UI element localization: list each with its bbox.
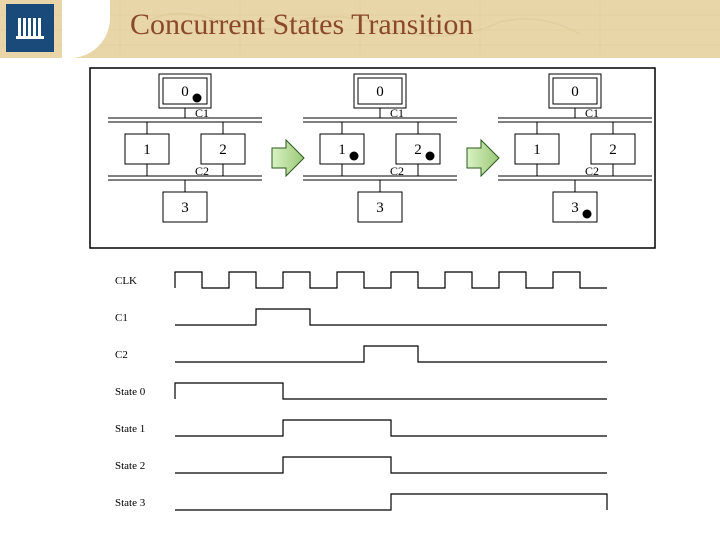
svg-text:State 0: State 0 xyxy=(115,386,146,398)
svg-text:3: 3 xyxy=(571,200,579,216)
slide: Concurrent States Transition 0C112C230C1… xyxy=(0,0,720,540)
svg-text:1: 1 xyxy=(533,142,541,158)
svg-text:C1: C1 xyxy=(115,312,128,324)
svg-text:C1: C1 xyxy=(390,106,404,120)
svg-text:0: 0 xyxy=(181,84,189,100)
svg-text:C2: C2 xyxy=(195,164,209,178)
svg-text:3: 3 xyxy=(181,200,189,216)
svg-text:2: 2 xyxy=(414,142,422,158)
svg-text:C1: C1 xyxy=(585,106,599,120)
svg-text:1: 1 xyxy=(143,142,151,158)
svg-text:State 3: State 3 xyxy=(115,497,146,509)
svg-text:C2: C2 xyxy=(585,164,599,178)
svg-text:3: 3 xyxy=(376,200,384,216)
svg-text:2: 2 xyxy=(609,142,617,158)
svg-text:0: 0 xyxy=(571,84,579,100)
svg-text:State 1: State 1 xyxy=(115,423,145,435)
svg-text:1: 1 xyxy=(338,142,346,158)
svg-text:C2: C2 xyxy=(390,164,404,178)
svg-text:State 2: State 2 xyxy=(115,460,145,472)
svg-text:C2: C2 xyxy=(115,349,128,361)
svg-text:CLK: CLK xyxy=(115,275,137,287)
state-diagram: 0 C1 1 2 C2 3 0 C1 1 2 C2 3 0 C1 1 2 C2 3 CLK C1 C2 State 0 St… xyxy=(0,0,720,540)
svg-text:2: 2 xyxy=(219,142,227,158)
svg-text:0: 0 xyxy=(376,84,384,100)
svg-text:C1: C1 xyxy=(195,106,209,120)
